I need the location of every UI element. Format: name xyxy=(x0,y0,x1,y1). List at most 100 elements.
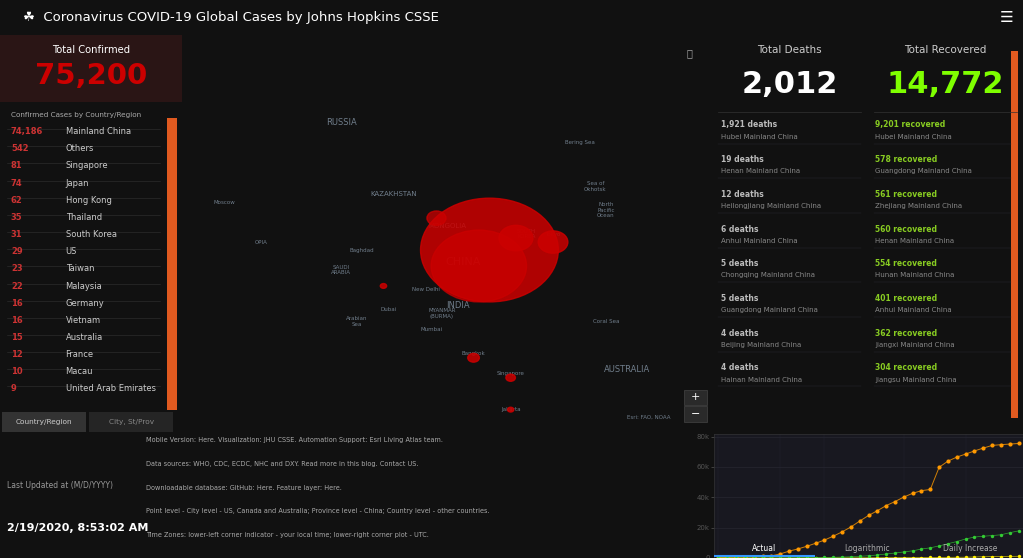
Text: Australia: Australia xyxy=(65,333,102,342)
Point xyxy=(834,554,850,558)
Circle shape xyxy=(468,353,480,362)
Circle shape xyxy=(381,283,387,288)
Point xyxy=(1002,552,1018,558)
Point xyxy=(958,553,974,558)
Text: Bering Sea: Bering Sea xyxy=(565,140,594,145)
Text: 16: 16 xyxy=(11,316,23,325)
Point xyxy=(746,554,762,558)
Circle shape xyxy=(420,198,559,302)
Point xyxy=(870,506,886,515)
Point xyxy=(843,554,859,558)
Text: Logarithmic: Logarithmic xyxy=(845,544,890,553)
Text: Beijing Mainland China: Beijing Mainland China xyxy=(721,342,802,348)
Text: MONGOLIA: MONGOLIA xyxy=(428,223,466,229)
Point xyxy=(914,545,930,554)
Point xyxy=(896,547,913,556)
Point xyxy=(825,554,841,558)
Point xyxy=(914,553,930,558)
Text: Guangdong Mainland China: Guangdong Mainland China xyxy=(876,169,972,174)
Text: Zhejiang Mainland China: Zhejiang Mainland China xyxy=(876,203,963,209)
Point xyxy=(904,553,921,558)
Point xyxy=(896,553,913,558)
Text: North
Pacific
Ocean: North Pacific Ocean xyxy=(597,202,615,218)
Point xyxy=(737,554,753,558)
Text: Actual: Actual xyxy=(752,544,776,553)
Text: Downloadable database: GitHub: Here. Feature layer: Here.: Downloadable database: GitHub: Here. Fea… xyxy=(146,484,343,490)
Point xyxy=(772,554,789,558)
Point xyxy=(940,456,957,465)
Text: 401 recovered: 401 recovered xyxy=(876,294,937,303)
Text: 12: 12 xyxy=(11,350,23,359)
Point xyxy=(940,539,957,548)
Text: 12 deaths: 12 deaths xyxy=(721,190,764,199)
Text: South Korea: South Korea xyxy=(65,230,117,239)
Text: CHINA: CHINA xyxy=(445,257,481,267)
Point xyxy=(763,554,780,558)
Point xyxy=(860,551,877,558)
Point xyxy=(816,553,833,558)
Text: ⧉: ⧉ xyxy=(686,49,693,59)
Point xyxy=(958,535,974,543)
Text: 6 deaths: 6 deaths xyxy=(721,224,759,233)
Point xyxy=(948,537,965,546)
Point xyxy=(1002,528,1018,537)
Point xyxy=(992,440,1009,449)
Point xyxy=(922,553,938,558)
Text: 2,012: 2,012 xyxy=(742,70,838,99)
Text: 9,201 recovered: 9,201 recovered xyxy=(876,121,945,129)
Text: Hong Kong: Hong Kong xyxy=(65,196,112,205)
Point xyxy=(967,552,983,558)
Text: Total Deaths: Total Deaths xyxy=(757,45,822,55)
Point xyxy=(851,552,868,558)
Text: Esri: FAO, NOAA: Esri: FAO, NOAA xyxy=(627,415,670,420)
Point xyxy=(851,554,868,558)
Point xyxy=(772,554,789,558)
Point xyxy=(834,527,850,536)
Point xyxy=(975,444,991,453)
Text: Guangdong Mainland China: Guangdong Mainland China xyxy=(721,307,818,313)
Point xyxy=(870,551,886,558)
Point xyxy=(860,554,877,558)
Text: Jakarta: Jakarta xyxy=(501,407,521,412)
Text: France: France xyxy=(65,350,94,359)
Text: 81: 81 xyxy=(11,161,23,170)
Point xyxy=(904,546,921,555)
Text: MYANMAR
(BURMA): MYANMAR (BURMA) xyxy=(428,309,455,319)
Point xyxy=(931,463,947,472)
Text: Singapore: Singapore xyxy=(65,161,108,170)
Point xyxy=(781,554,797,558)
Text: INDIA: INDIA xyxy=(446,301,470,310)
Point xyxy=(799,542,815,551)
Text: 362 recovered: 362 recovered xyxy=(876,329,937,338)
Text: 16: 16 xyxy=(11,299,23,307)
Point xyxy=(825,532,841,541)
Text: 29: 29 xyxy=(11,247,23,256)
Text: Hubei Mainland China: Hubei Mainland China xyxy=(721,133,798,140)
Point xyxy=(781,547,797,556)
Point xyxy=(754,552,770,558)
Point xyxy=(816,536,833,545)
Text: Time Zones: lower-left corner indicator - your local time; lower-right corner pl: Time Zones: lower-left corner indicator … xyxy=(146,532,430,538)
Point xyxy=(737,552,753,558)
Text: Mobile Version: Here. Visualization: JHU CSSE. Automation Support: Esri Living A: Mobile Version: Here. Visualization: JHU… xyxy=(146,437,443,443)
Point xyxy=(790,554,806,558)
Text: 9: 9 xyxy=(11,384,16,393)
Point xyxy=(719,554,736,558)
Text: +: + xyxy=(691,392,701,402)
Text: Henan Mainland China: Henan Mainland China xyxy=(876,238,954,244)
Circle shape xyxy=(507,407,514,412)
Text: Point level - City level - US, Canada and Australia; Province level - China; Cou: Point level - City level - US, Canada an… xyxy=(146,508,490,514)
Text: Germany: Germany xyxy=(65,299,104,307)
Point xyxy=(746,554,762,558)
Bar xyxy=(89,412,173,431)
Text: OPIA: OPIA xyxy=(255,239,268,244)
Text: Last Updated at (M/D/YYYY): Last Updated at (M/D/YYYY) xyxy=(7,481,114,490)
Point xyxy=(887,549,903,557)
Text: ☰: ☰ xyxy=(1000,10,1014,25)
Point xyxy=(984,441,1000,450)
Point xyxy=(887,497,903,506)
Point xyxy=(728,554,745,558)
Text: Country/Region: Country/Region xyxy=(15,419,72,425)
Text: 5 deaths: 5 deaths xyxy=(721,259,759,268)
Point xyxy=(799,554,815,558)
